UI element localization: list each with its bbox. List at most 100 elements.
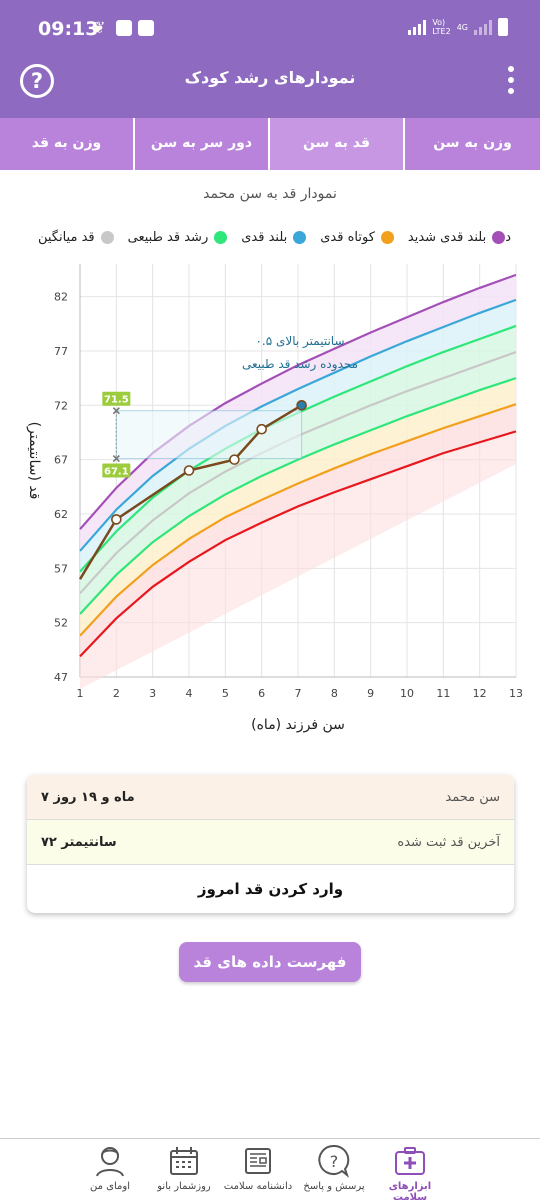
x-tick-label: 4 <box>186 687 193 700</box>
last-height-value: ۷۲ سانتیمتر <box>41 834 117 850</box>
x-tick-label: 2 <box>113 687 120 700</box>
child-height-line <box>78 404 303 580</box>
nav-profile[interactable]: اومای من <box>70 1143 150 1192</box>
x-tick-label: 12 <box>473 687 487 700</box>
4g-label: 4G <box>456 22 468 32</box>
child-height-point <box>183 465 195 476</box>
leaf-icon: ❦ <box>92 18 106 37</box>
marker-badge-label: 67.1 <box>104 467 129 478</box>
age-value: ۷ ماه و ۱۹ روز <box>41 789 135 805</box>
percentile-curve <box>79 377 517 615</box>
tab-weight-for-height[interactable]: وزن به قد <box>0 118 135 170</box>
page-title: نمودارهای رشد کودک <box>184 68 356 87</box>
app-bar: ? نمودارهای رشد کودک <box>0 44 540 118</box>
nav-encyclopedia[interactable]: دانشنامه سلامت <box>218 1143 298 1192</box>
percentile-band <box>80 352 516 614</box>
x-tick-label: 6 <box>258 687 265 700</box>
legend-label: بلند قدی <box>241 229 288 245</box>
x-tick-label: 8 <box>331 687 338 700</box>
medical-kit-icon <box>395 1147 425 1175</box>
height-list-button[interactable]: فهرست داده های قد محمد <box>179 942 361 1011</box>
annotation-text: محدوده رشد قد طبیعی <box>242 357 358 372</box>
status-time: 09:13 <box>38 18 99 40</box>
legend-item: کوتاه قدی <box>320 230 394 245</box>
child-height-point <box>111 514 122 525</box>
percentile-curve <box>79 403 517 637</box>
enter-height-button[interactable]: وارد کردن قد امروز <box>197 880 344 898</box>
legend-item: بلند قدی شدید <box>407 229 506 245</box>
marker-cross <box>112 407 120 415</box>
tab-weight-for-age[interactable]: وزن به سن <box>433 135 512 151</box>
y-tick-label: 82 <box>54 291 68 304</box>
tab-height-for-age[interactable]: قد به سن <box>270 118 405 170</box>
x-tick-label: 1 <box>77 687 84 700</box>
status-notification-icons: ❦ <box>92 20 154 36</box>
y-tick-label: 77 <box>54 345 68 358</box>
legend-dot <box>214 230 228 244</box>
status-right: Vo) LTE2 4G <box>408 18 508 36</box>
x-tick-label: 7 <box>295 687 302 700</box>
legend-dot <box>380 230 394 244</box>
x-axis-label: سن فرزند (ماه) <box>251 717 345 733</box>
y-tick-label: 67 <box>54 454 68 467</box>
legend-label: د <box>505 229 511 245</box>
question-bubble-icon: ? <box>318 1144 350 1178</box>
bottom-navigation: ابزارهای سلامت ? پرسش و پاسخ دانشنامه سل… <box>0 1138 540 1203</box>
y-tick-label: 47 <box>54 671 68 684</box>
nav-label: ابزارهای سلامت <box>388 1181 432 1203</box>
profile-icon <box>96 1147 124 1177</box>
percentile-band-bottom <box>80 431 516 689</box>
image-icon <box>138 20 154 36</box>
status-bar: 09:13 ❦ Vo) LTE2 4G <box>0 0 540 44</box>
marker-badge <box>102 463 131 478</box>
nav-label: اومای من <box>90 1181 130 1192</box>
annotation-text: ۰.۵ سانتیمتر بالای <box>255 334 344 349</box>
age-row: ۷ ماه و ۱۹ روز سن محمد <box>27 775 514 820</box>
chart-legend: د بلند قدی شدید کوتاه قدی بلند قدی رشد ق… <box>16 226 516 248</box>
svg-text:?: ? <box>330 1152 339 1171</box>
legend-dot <box>492 230 506 244</box>
legend-dot <box>293 230 307 244</box>
legend-item-partial: د <box>505 230 516 245</box>
nav-calendar[interactable]: روزشمار بانو <box>144 1143 224 1192</box>
battery-icon <box>498 18 508 36</box>
legend-label: کوتاه قدی <box>320 229 375 245</box>
signal-icon-2 <box>474 19 492 35</box>
help-icon[interactable]: ? <box>20 64 54 98</box>
child-height-point <box>296 399 307 411</box>
tab-head-circumference-for-age[interactable]: دور سر به سن <box>135 118 270 170</box>
chart-title: نمودار قد به سن محمد <box>203 186 337 202</box>
y-tick-label: 72 <box>54 399 68 412</box>
percentile-band <box>80 274 516 551</box>
y-tick-label: 62 <box>54 508 68 521</box>
percentile-curve <box>79 298 517 552</box>
more-menu-icon[interactable] <box>508 66 514 99</box>
comparison-box <box>115 410 303 460</box>
percentile-band <box>80 325 516 594</box>
last-height-label: آخرین قد ثبت شده <box>397 834 500 850</box>
last-height-row: ۷۲ سانتیمتر آخرین قد ثبت شده <box>27 820 514 865</box>
age-label: سن محمد <box>445 789 500 805</box>
legend-item: قد میانگین <box>38 230 114 245</box>
nav-health-tools[interactable]: ابزارهای سلامت <box>370 1143 450 1203</box>
x-tick-label: 10 <box>400 687 414 700</box>
legend-item: بلند قدی <box>241 229 307 245</box>
legend-dot <box>100 230 114 244</box>
percentile-band <box>80 404 516 657</box>
nav-label: روزشمار بانو <box>157 1181 211 1192</box>
percentile-curve <box>79 430 517 658</box>
nav-label: دانشنامه سلامت <box>223 1181 293 1192</box>
lte-label: Vo) LTE2 <box>432 18 451 36</box>
chart-tabs: وزن به قد دور سر به سن قد به سن وزن به س… <box>0 118 540 170</box>
newspaper-icon <box>245 1148 271 1174</box>
y-tick-label: 57 <box>54 562 68 575</box>
x-tick-label: 11 <box>436 687 450 700</box>
x-tick-label: 5 <box>222 687 229 700</box>
y-tick-label: 52 <box>54 617 68 630</box>
legend-label: بلند قدی شدید <box>407 229 487 245</box>
marker-badge <box>102 391 131 406</box>
nav-questions[interactable]: ? پرسش و پاسخ <box>294 1143 374 1192</box>
x-tick-label: 13 <box>509 687 523 700</box>
signal-icon <box>408 19 427 35</box>
